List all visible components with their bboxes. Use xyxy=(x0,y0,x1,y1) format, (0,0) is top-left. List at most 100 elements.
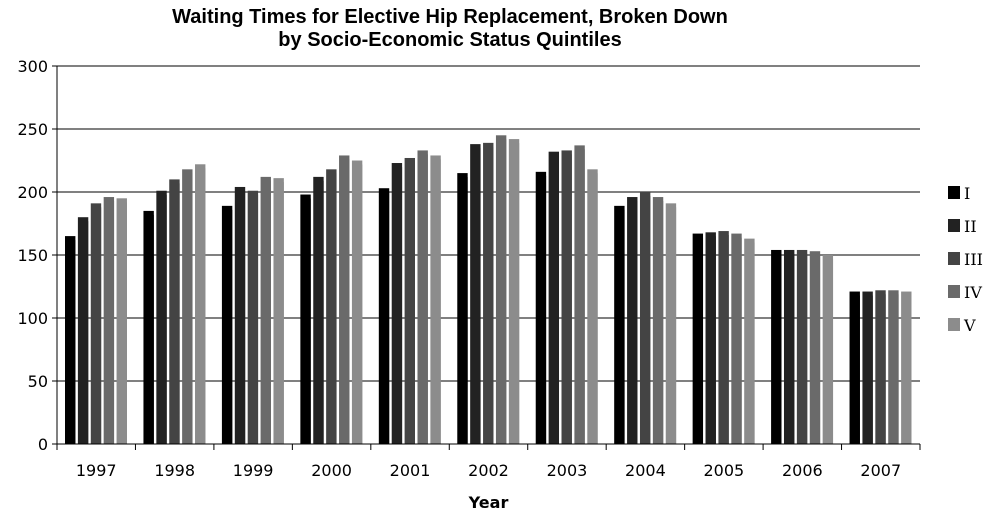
bar-2002-II xyxy=(470,144,481,444)
bar-shade xyxy=(423,154,428,445)
bar-2001-III xyxy=(404,157,415,445)
x-tick-label: 2002 xyxy=(468,461,509,480)
bar-2001-II xyxy=(391,163,403,444)
bar-2000-III xyxy=(326,169,337,444)
x-tick-label: 2005 xyxy=(704,461,745,480)
bar-shade xyxy=(96,207,102,444)
bar-2005-III xyxy=(718,231,729,444)
bar-shade xyxy=(580,149,585,444)
y-tick-labels: 0 50 100 150 200 250 300 xyxy=(17,57,48,454)
legend-swatch-I xyxy=(948,186,960,199)
bar-2002-IV xyxy=(495,135,507,445)
bar-shade xyxy=(149,214,154,444)
bar-2000-V xyxy=(351,160,363,444)
bar-2002-V xyxy=(508,139,520,444)
bar-shade xyxy=(318,180,324,444)
bar-2006-IV xyxy=(809,251,821,444)
bar-2001-I xyxy=(378,188,390,444)
x-tick-label: 2004 xyxy=(625,461,666,480)
bar-1999-II xyxy=(234,186,246,444)
bar-shade xyxy=(410,161,415,445)
bar-shade xyxy=(357,164,363,444)
bar-1998-I xyxy=(143,210,154,444)
bar-1998-III xyxy=(169,179,180,444)
bar-shade xyxy=(162,194,167,444)
bar-shade xyxy=(698,237,704,444)
bar-1998-IV xyxy=(182,169,193,444)
bar-shade xyxy=(632,201,638,444)
bar-shade xyxy=(306,198,311,444)
bar-2007-I xyxy=(849,291,860,444)
bar-2005-I xyxy=(692,233,704,444)
bar-2001-V xyxy=(430,155,441,444)
bar-2003-IV xyxy=(574,145,585,444)
bar-shade xyxy=(266,180,271,444)
bar-shade xyxy=(187,173,193,444)
chart-title: Waiting Times for Elective Hip Replaceme… xyxy=(0,6,900,52)
y-tick-label: 0 xyxy=(38,435,48,454)
bar-2006-III xyxy=(796,249,808,444)
x-tick-label: 2001 xyxy=(390,461,431,480)
bar-shade xyxy=(174,183,180,444)
bar-shade xyxy=(645,196,651,444)
bar-shade xyxy=(776,253,782,444)
bar-2003-V xyxy=(587,169,598,444)
bar-2007-III xyxy=(875,290,886,444)
bar-shade xyxy=(893,294,899,444)
bar-2002-I xyxy=(457,173,468,444)
bar-2004-V xyxy=(665,203,677,444)
bar-shade xyxy=(279,182,284,444)
bar-1999-I xyxy=(221,205,233,444)
bar-shade xyxy=(789,253,795,444)
bar-shade xyxy=(488,146,494,445)
bar-1997-IV xyxy=(103,197,115,444)
bar-shade xyxy=(593,173,598,444)
bar-shade xyxy=(671,207,677,444)
bar-2003-I xyxy=(535,171,547,444)
bar-shade xyxy=(122,202,127,444)
bar-2007-V xyxy=(901,291,912,444)
bar-2005-IV xyxy=(731,233,742,444)
bar-shade xyxy=(200,168,206,444)
bar-2000-II xyxy=(313,176,324,444)
bar-shade xyxy=(475,148,481,444)
bar-2005-V xyxy=(744,238,755,444)
x-tick-label: 1999 xyxy=(233,461,274,480)
bar-shade xyxy=(906,295,912,444)
legend-label-I: I xyxy=(964,184,970,203)
bar-2007-IV xyxy=(888,290,899,444)
bars xyxy=(65,135,912,445)
bar-1997-III xyxy=(90,203,102,444)
bar-shade xyxy=(384,192,390,444)
bar-shade xyxy=(881,294,886,444)
y-tick-label: 100 xyxy=(17,309,48,328)
axes xyxy=(52,65,921,450)
bar-2003-III xyxy=(561,150,572,445)
bar-shade xyxy=(514,143,520,444)
x-tick-label: 2007 xyxy=(860,461,901,480)
y-tick-label: 300 xyxy=(17,57,48,76)
bar-2004-III xyxy=(639,192,651,444)
bar-2002-III xyxy=(483,142,494,445)
legend-label-II: II xyxy=(964,217,977,236)
bar-shade xyxy=(501,139,507,445)
y-tick-label: 200 xyxy=(17,183,48,202)
bar-2004-II xyxy=(627,197,638,444)
y-tick-label: 250 xyxy=(17,120,48,139)
x-tick-labels: 1997 1998 1999 2000 2001 2002 2003 2004 2005 2006… xyxy=(76,461,901,480)
bar-shade xyxy=(83,221,89,444)
x-tick-label: 2000 xyxy=(311,461,352,480)
legend-swatch-V xyxy=(948,318,960,331)
y-tick-label: 150 xyxy=(17,246,48,265)
bar-1999-IV xyxy=(260,176,271,444)
bar-2005-II xyxy=(705,232,716,444)
bar-shade xyxy=(802,253,808,444)
bar-1998-V xyxy=(195,164,206,444)
bar-shade xyxy=(619,209,625,444)
bar-2004-I xyxy=(614,205,625,444)
bar-shade xyxy=(711,236,716,444)
bar-2003-II xyxy=(548,151,560,444)
bar-1999-V xyxy=(273,178,284,444)
